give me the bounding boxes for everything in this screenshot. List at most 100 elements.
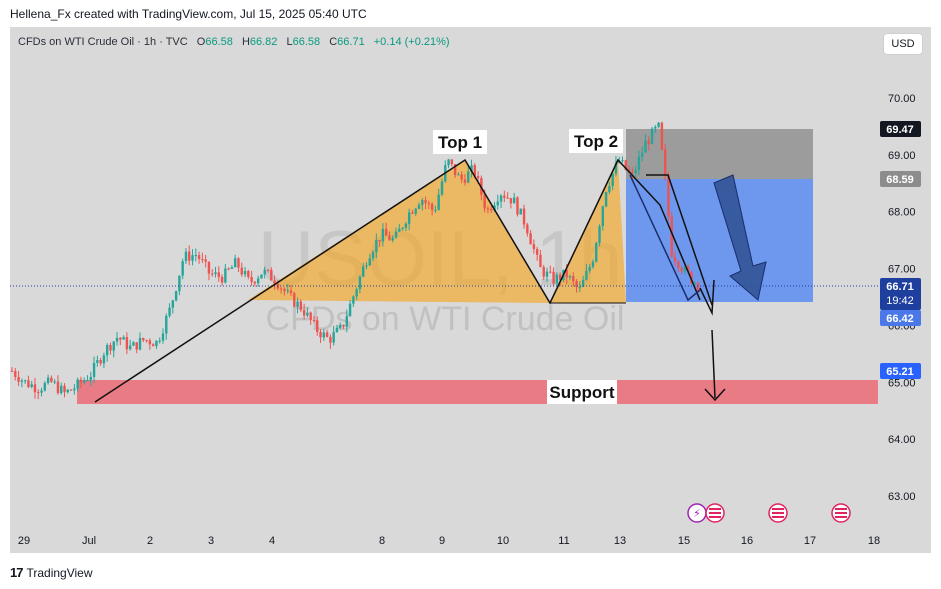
- candle-body: [43, 383, 47, 391]
- candle-body: [155, 340, 158, 347]
- x-axis[interactable]: 29 Jul 2 3 4 8 9 10 11 13 15 16 17 18: [18, 535, 880, 547]
- candle-body: [453, 164, 457, 175]
- support-zone: [77, 380, 878, 404]
- candle-body: [204, 259, 207, 262]
- candle-body: [96, 359, 99, 363]
- x-tick-label: 4: [269, 535, 275, 547]
- candle-body: [526, 224, 529, 234]
- candle-body: [680, 267, 683, 272]
- earnings-flash-icon[interactable]: ⚡: [687, 503, 707, 523]
- ohlc-change: +0.14 (+0.21%): [373, 36, 450, 48]
- x-tick-label: 11: [558, 535, 569, 547]
- candle-body: [693, 282, 696, 284]
- candle-body: [476, 175, 480, 179]
- candle-body: [76, 379, 79, 389]
- candle-body: [447, 159, 450, 166]
- y-tick-label: 69.00: [888, 150, 916, 162]
- candle-body: [686, 266, 690, 272]
- candle-body: [654, 126, 657, 129]
- pattern-outline: [94, 158, 701, 403]
- candle-body: [158, 340, 161, 342]
- candle-body: [138, 338, 142, 350]
- x-tick-label: 3: [208, 535, 214, 547]
- candle-body: [243, 271, 247, 275]
- candle-body: [384, 228, 388, 236]
- candle-body: [457, 174, 460, 176]
- x-tick-label: 17: [804, 535, 816, 547]
- stop-price-tag-bg: [880, 171, 921, 187]
- candles-group: [10, 121, 700, 400]
- candle-body: [66, 389, 69, 393]
- last-price-tag-bg: [880, 278, 921, 310]
- candle-body: [358, 276, 362, 290]
- candle-body: [30, 384, 33, 387]
- candle-body: [381, 228, 385, 242]
- stop-price-tag: 68.59: [886, 174, 914, 186]
- candle-body: [151, 344, 155, 347]
- candle-body: [260, 274, 263, 279]
- candle-body: [112, 341, 115, 351]
- symbol-legend[interactable]: CFDs on WTI Crude Oil · 1h · TVC O66.58 …: [18, 36, 450, 48]
- candle-body: [286, 290, 289, 292]
- candle-body: [673, 256, 677, 262]
- candle-body: [575, 281, 578, 288]
- candle-body: [217, 272, 220, 277]
- zigzag-arrow: [646, 174, 713, 306]
- candle-body: [621, 160, 624, 162]
- candle-body: [539, 254, 542, 268]
- y-tick-label: 63.00: [888, 491, 916, 503]
- x-tick-label: Jul: [82, 535, 96, 547]
- candle-body: [509, 197, 513, 204]
- candle-body: [128, 345, 132, 350]
- candle-body: [109, 344, 112, 351]
- us-flag-event-icon[interactable]: [831, 503, 851, 523]
- candle-body: [588, 267, 591, 271]
- candle-body: [591, 261, 595, 268]
- us-flag-event-icon[interactable]: [768, 503, 788, 523]
- candle-body: [604, 192, 608, 207]
- candle-body: [414, 208, 417, 214]
- candle-body: [168, 307, 171, 316]
- candle-body: [417, 204, 421, 209]
- candle-body: [677, 261, 680, 268]
- x-tick-label: 13: [614, 535, 626, 547]
- candle-body: [14, 371, 17, 377]
- candle-body: [634, 170, 637, 174]
- y-tick-label: 65.00: [888, 377, 916, 389]
- bar-countdown: 19:42: [886, 295, 914, 307]
- candle-body: [368, 258, 371, 266]
- candle-body: [506, 197, 509, 199]
- candle-body: [667, 175, 670, 217]
- candle-body: [352, 296, 355, 304]
- candle-body: [512, 197, 516, 204]
- candle-body: [184, 251, 188, 262]
- x-tick-label: 10: [497, 535, 509, 547]
- currency-button[interactable]: USD: [883, 33, 923, 55]
- candle-body: [598, 226, 601, 243]
- candle-body: [493, 205, 496, 211]
- last-price-tag: 66.71: [886, 281, 914, 293]
- candle-body: [79, 379, 83, 383]
- candle-body: [92, 362, 96, 377]
- candle-body: [644, 140, 647, 153]
- candle-body: [145, 340, 148, 342]
- top2-label: Top 2: [574, 132, 618, 151]
- tradingview-logo-icon: 17: [10, 565, 24, 580]
- candle-body: [391, 237, 394, 241]
- candle-body: [33, 384, 37, 393]
- candle-body: [490, 209, 493, 211]
- candle-body: [53, 381, 56, 383]
- candle-body: [404, 223, 408, 228]
- candle-body: [690, 271, 693, 283]
- candle-body: [27, 380, 30, 387]
- svg-text:⚡: ⚡: [693, 507, 701, 520]
- candle-body: [552, 271, 555, 284]
- candle-body: [565, 269, 568, 278]
- ohlc-close: C66.71: [329, 36, 365, 48]
- support-price-tag: 65.21: [886, 366, 914, 378]
- candle-body: [256, 278, 260, 284]
- candle-body: [394, 231, 398, 238]
- us-flag-event-icon[interactable]: [705, 503, 725, 523]
